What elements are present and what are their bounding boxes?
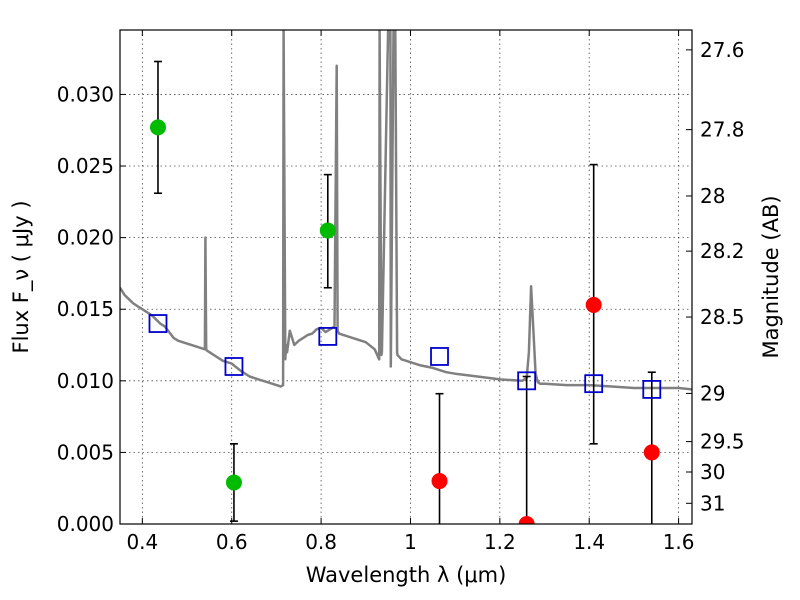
y-tick-label: 0.000 — [57, 512, 114, 536]
y2-tick-label: 27.6 — [700, 38, 745, 62]
y-tick-label: 0.015 — [57, 297, 114, 321]
x-tick-label: 0.4 — [126, 530, 158, 554]
y2-axis-label: Magnitude (AB) — [759, 195, 783, 358]
y-tick-label: 0.030 — [57, 82, 114, 106]
model-square-point — [584, 374, 604, 394]
x-tick-label: 0.6 — [216, 530, 248, 554]
green-point — [225, 474, 242, 491]
y2-tick-label: 29.5 — [700, 430, 745, 454]
x-tick-label: 1 — [404, 530, 417, 554]
model-square-point — [224, 357, 244, 376]
y2-tick-label: 29 — [700, 381, 725, 405]
x-tick-label: 1.2 — [484, 530, 516, 554]
green-point — [319, 222, 336, 239]
spectrum-line — [120, 30, 692, 391]
red-point — [585, 296, 602, 313]
x-axis-ticks: 0.4 0.6 0.8 1 1.2 1.4 1.6 — [126, 30, 695, 554]
red-point — [518, 516, 535, 524]
y-tick-label: 0.020 — [57, 226, 114, 250]
y-tick-label: 0.025 — [57, 154, 114, 178]
x-axis-label: Wavelength λ (μm) — [306, 563, 507, 587]
y-tick-label: 0.010 — [57, 369, 114, 393]
model-square-point — [318, 327, 338, 346]
y-axis-label: Flux F_ν ( μJy ) — [9, 200, 34, 353]
y2-tick-label: 31 — [700, 491, 725, 515]
x-tick-label: 1.6 — [663, 530, 695, 554]
red-point — [431, 473, 448, 490]
x-tick-label: 1.4 — [573, 530, 605, 554]
x-tick-label: 0.8 — [305, 530, 337, 554]
red-point — [643, 444, 660, 461]
y2-tick-label: 28 — [700, 184, 725, 208]
model-square-point — [517, 371, 537, 391]
error-bars — [153, 60, 656, 524]
y2-tick-label: 28.5 — [700, 305, 745, 329]
y2-axis-ticks: 27.6 27.8 28 28.2 28.5 29 29.5 30 31 — [686, 38, 745, 515]
y-axis-ticks: 0.000 0.005 0.010 0.015 0.020 0.025 0.030 — [57, 82, 126, 536]
y2-tick-label: 27.8 — [700, 118, 745, 142]
model-square-point — [148, 314, 168, 333]
y2-tick-label: 28.2 — [700, 239, 745, 263]
y2-tick-label: 30 — [700, 460, 725, 484]
spectrum — [120, 30, 692, 391]
plot-frame — [119, 29, 693, 525]
model-square-point — [430, 347, 449, 366]
model-square-point — [642, 380, 662, 399]
green-point — [149, 119, 166, 136]
y-tick-label: 0.005 — [57, 440, 114, 464]
data-points — [148, 119, 662, 524]
